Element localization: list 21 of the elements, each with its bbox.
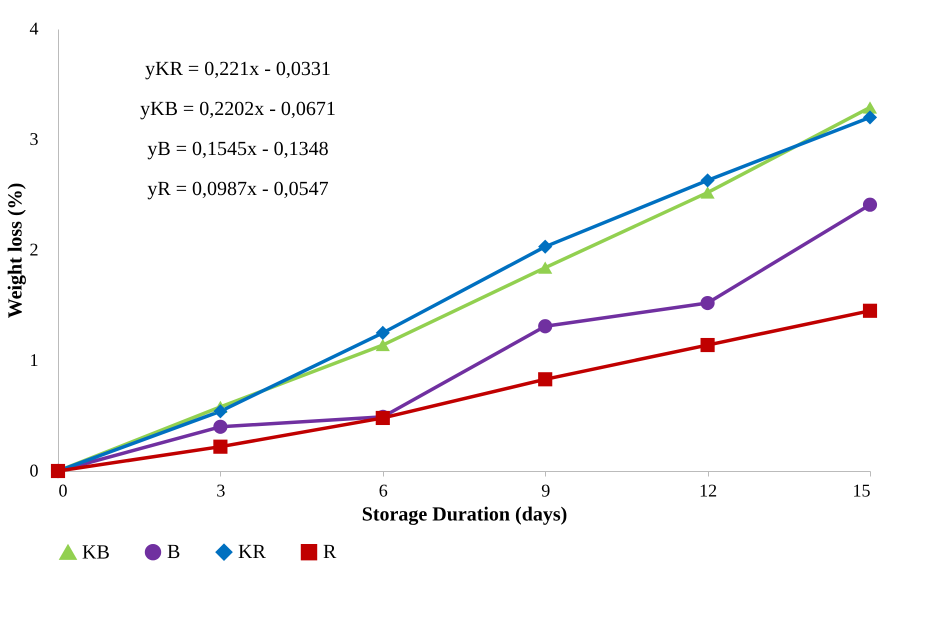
- x-axis-title: Storage Duration (days): [362, 504, 568, 526]
- x-tick-label: 3: [216, 480, 226, 500]
- annotation: yKB = 0,2202x - 0,0671: [140, 98, 336, 120]
- x-tick-label: 0: [58, 480, 68, 500]
- legend-label: KB: [82, 542, 110, 564]
- y-tick-label: 4: [30, 18, 38, 38]
- legend-label: R: [323, 541, 337, 564]
- y-tick-label: 2: [30, 240, 38, 260]
- annotation: yB = 0,1545x - 0,1348: [147, 138, 329, 160]
- x-tick-label: 15: [852, 480, 870, 500]
- x-tick-label: 6: [378, 480, 388, 500]
- legend-label: B: [167, 541, 180, 564]
- x-tick-label: 9: [541, 480, 550, 500]
- legend-label: KR: [238, 541, 266, 564]
- annotation: yKR = 0,221x - 0,0331: [145, 58, 331, 80]
- y-tick-label: 0: [30, 460, 38, 480]
- y-tick-label: 1: [30, 350, 38, 370]
- annotation: yR = 0,0987x - 0,0547: [147, 178, 329, 200]
- y-axis-title: Weight loss (%): [4, 182, 26, 318]
- y-tick-label: 3: [30, 129, 38, 149]
- x-tick-label: 12: [699, 480, 718, 500]
